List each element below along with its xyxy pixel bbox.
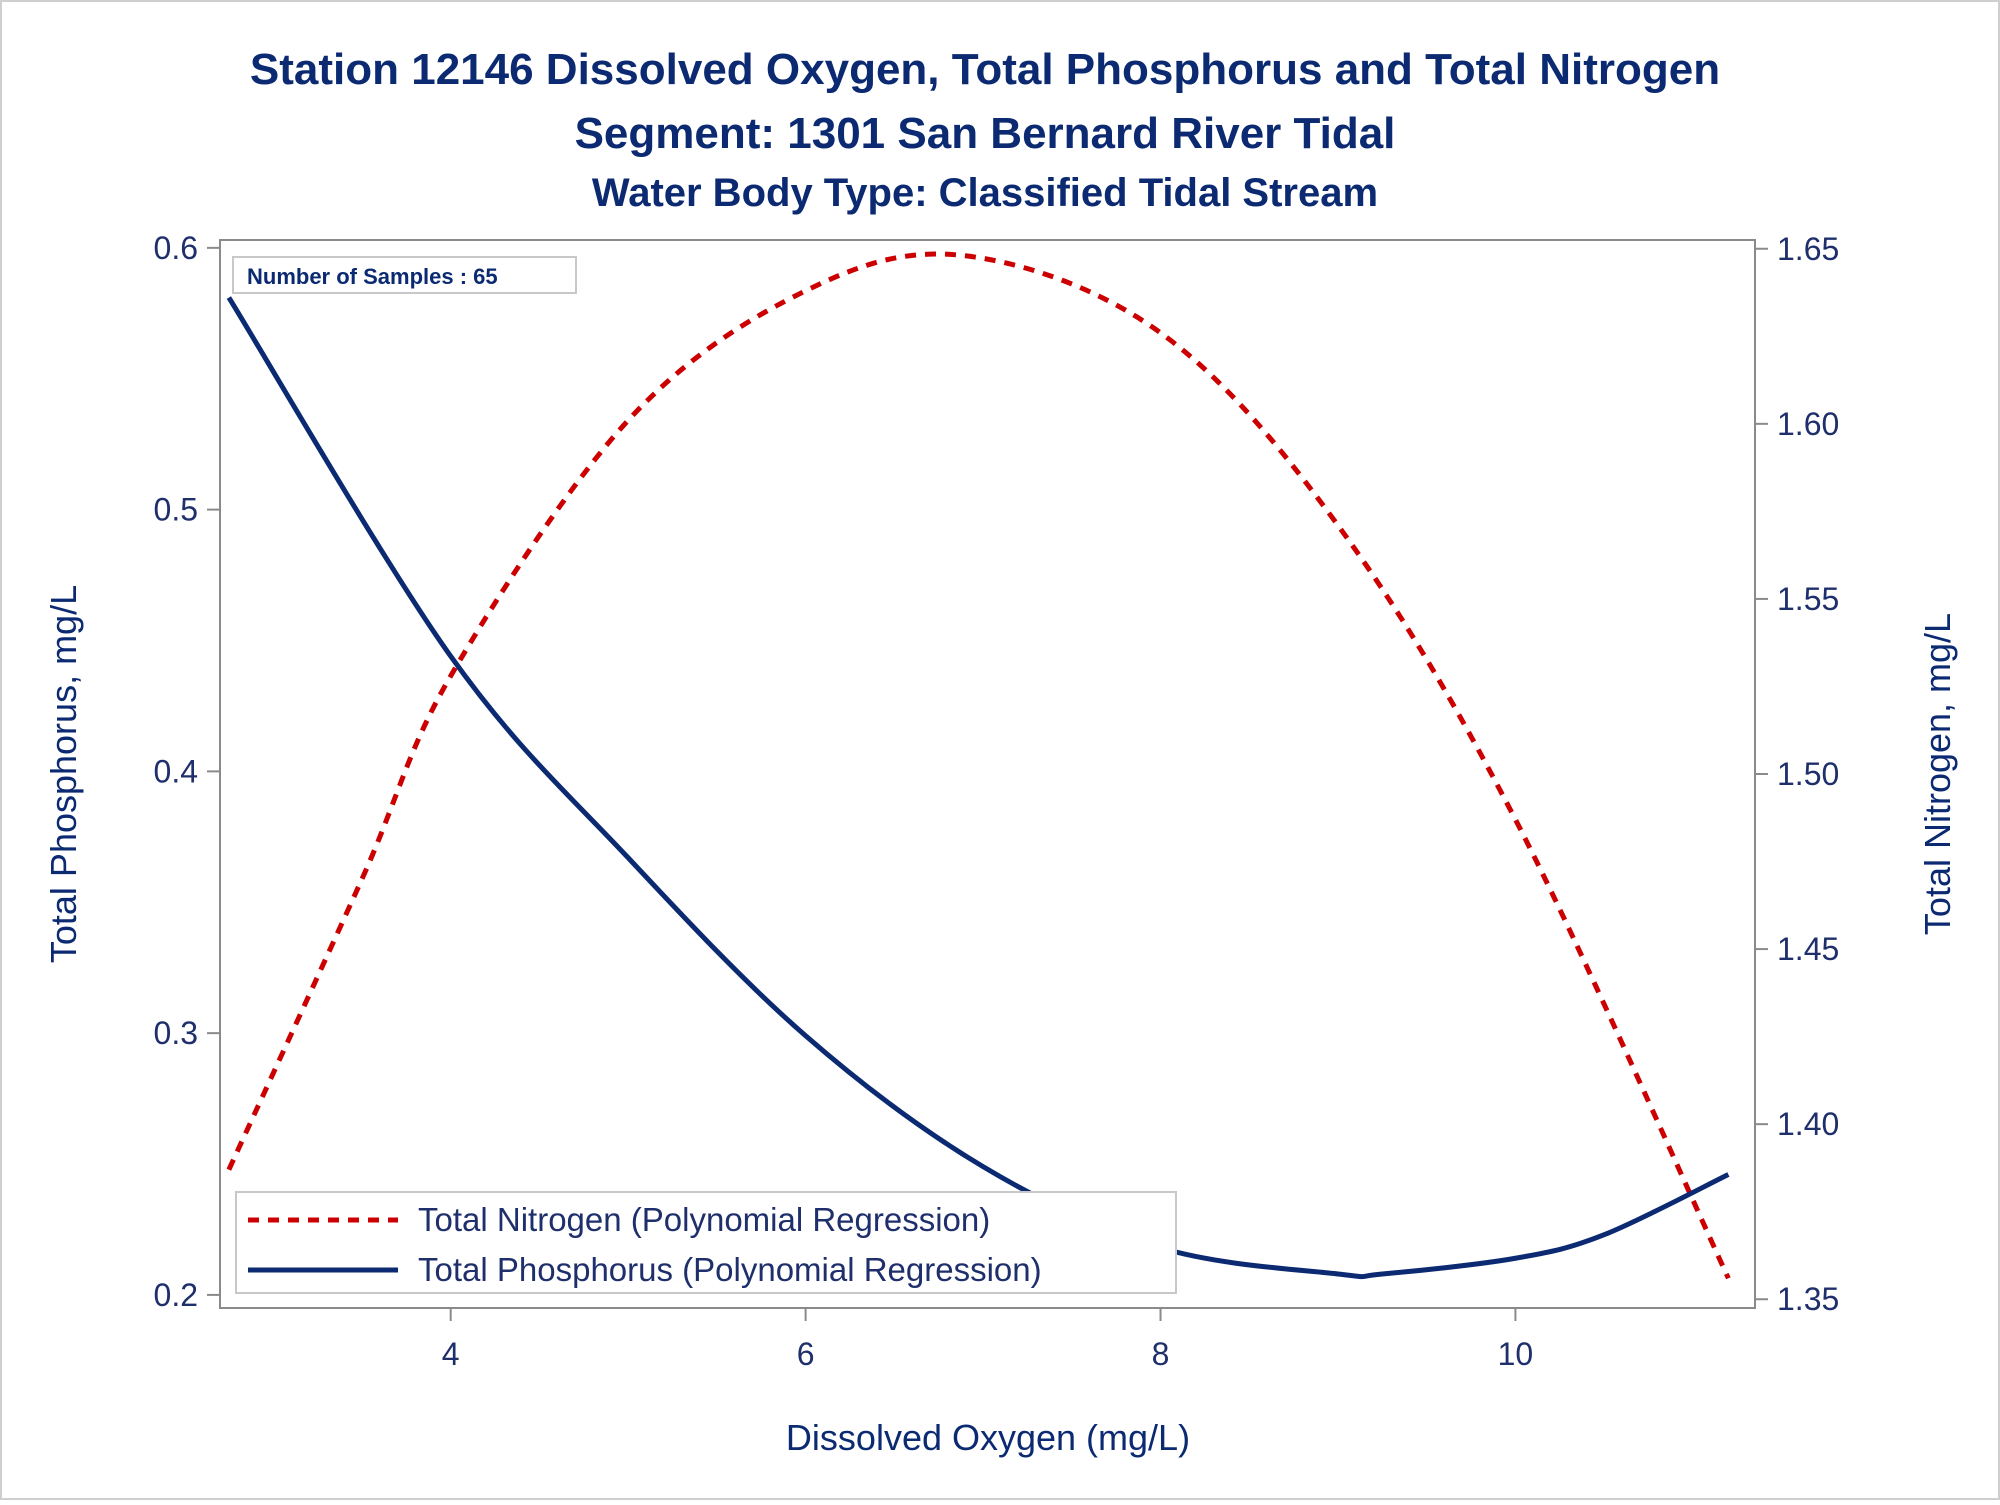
y-tick-label-left: 0.4 [154, 753, 198, 789]
x-axis: 4 6 8 10 [442, 1308, 1533, 1372]
y-axis-label-right: Total Nitrogen, mg/L [1917, 613, 1958, 935]
sample-count-box [232, 256, 577, 294]
legend-box [235, 1191, 1177, 1294]
x-tick-label: 6 [797, 1336, 815, 1372]
y-axis-left: 0.2 0.3 0.4 0.5 0.6 [154, 230, 220, 1313]
y-tick-label-right: 1.35 [1777, 1281, 1839, 1317]
y-tick-label-right: 1.45 [1777, 931, 1839, 967]
series-line-phosphorus [226, 296, 1730, 1280]
legend: Total Nitrogen (Polynomial Regression) T… [235, 1191, 1177, 1294]
y-tick-label-right: 1.65 [1777, 231, 1839, 267]
y-tick-label-right: 1.60 [1777, 406, 1839, 442]
x-axis-label: Dissolved Oxygen (mg/L) [786, 1417, 1190, 1458]
series-group [226, 251, 1731, 1280]
x-tick-label: 10 [1498, 1336, 1534, 1372]
sample-count-label: Number of Samples : 65 [247, 264, 498, 289]
legend-label-nitrogen: Total Nitrogen (Polynomial Regression) [418, 1201, 990, 1238]
y-tick-label-left: 0.2 [154, 1277, 198, 1313]
y-axis-right: 1.35 1.40 1.45 1.50 1.55 1.60 1.65 [1755, 231, 1839, 1317]
y-tick-label-right: 1.50 [1777, 756, 1839, 792]
y-tick-label-left: 0.5 [154, 492, 198, 528]
y-axis-label-left: Total Phosphorus, mg/L [43, 585, 84, 963]
chart-title: Station 12146 Dissolved Oxygen, Total Ph… [250, 45, 1720, 94]
chart-subtitle-2: Water Body Type: Classified Tidal Stream [592, 171, 1378, 215]
y-tick-label-right: 1.55 [1777, 581, 1839, 617]
x-tick-label: 8 [1152, 1336, 1170, 1372]
y-tick-label-left: 0.6 [154, 230, 198, 266]
series-line-nitrogen [226, 251, 1731, 1280]
legend-label-phosphorus: Total Phosphorus (Polynomial Regression) [418, 1251, 1042, 1288]
y-tick-label-left: 0.3 [154, 1015, 198, 1051]
x-tick-label: 4 [442, 1336, 460, 1372]
y-tick-label-right: 1.40 [1777, 1106, 1839, 1142]
chart-subtitle: Segment: 1301 San Bernard River Tidal [575, 109, 1396, 158]
